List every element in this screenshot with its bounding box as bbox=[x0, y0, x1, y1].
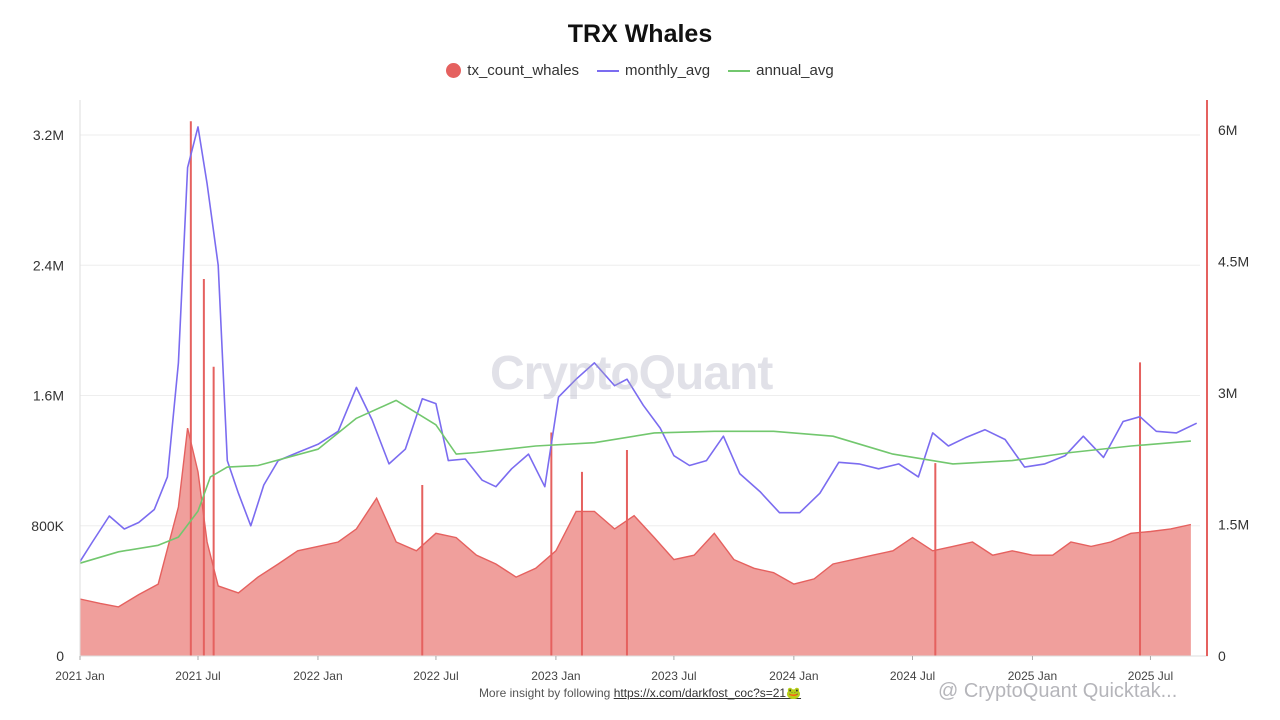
y-left-tick-label: 1.6M bbox=[33, 388, 64, 404]
x-tick-label: 2025 Jul bbox=[1128, 669, 1173, 683]
axes: 0 800K 1.6M 2.4M 3.2M 0 1.5M 3M 4.5M 6M 2021 Jan 20… bbox=[31, 100, 1249, 683]
x-tick-label: 2022 Jul bbox=[413, 669, 458, 683]
grid-lines bbox=[80, 134, 1200, 527]
legend-dot-icon bbox=[446, 63, 462, 78]
y-left-tick-label: 0 bbox=[56, 648, 64, 664]
x-tick-label: 2022 Jan bbox=[293, 669, 342, 683]
y-left-tick-label: 3.2M bbox=[33, 127, 64, 143]
legend-label-tx-count-whales: tx_count_whales bbox=[467, 62, 580, 79]
tx-count-whales-line bbox=[79, 427, 1192, 608]
legend-label-monthly-avg: monthly_avg bbox=[625, 62, 711, 79]
x-tick-label: 2021 Jan bbox=[55, 669, 104, 683]
x-tick-label: 2021 Jul bbox=[175, 669, 220, 683]
x-tick-label: 2024 Jul bbox=[890, 669, 935, 683]
y-right-tick-label: 0 bbox=[1218, 648, 1226, 664]
x-tick-label: 2025 Jan bbox=[1008, 669, 1057, 683]
y-left-tick-label: 2.4M bbox=[33, 257, 64, 273]
x-tick-label: 2023 Jul bbox=[651, 669, 696, 683]
average-lines bbox=[79, 126, 1198, 564]
x-tick-label: 2023 Jan bbox=[531, 669, 580, 683]
y-right-tick-label: 3M bbox=[1218, 385, 1237, 401]
x-tick-label: 2024 Jan bbox=[769, 669, 818, 683]
watermark-center: CryptoQuant bbox=[490, 347, 773, 400]
legend-item-monthly-avg[interactable]: monthly_avg bbox=[597, 62, 710, 79]
legend-item-annual-avg[interactable]: annual_avg bbox=[728, 62, 834, 79]
legend-line-icon bbox=[728, 69, 751, 72]
footer-link[interactable]: https://x.com/darkfost_coc?s=21🐸 bbox=[613, 686, 802, 700]
tx-count-whales-area bbox=[79, 121, 1192, 656]
footer: More insight by following https://x.com/… bbox=[0, 686, 1280, 700]
legend-item-tx-count-whales[interactable]: tx_count_whales bbox=[446, 62, 579, 79]
watermark-corner: @ CryptoQuant Quicktak... bbox=[938, 680, 1178, 702]
y-left-tick-label: 800K bbox=[31, 518, 64, 534]
legend-line-icon bbox=[597, 69, 620, 72]
monthly-avg-line bbox=[79, 126, 1198, 563]
legend-label-annual-avg: annual_avg bbox=[756, 62, 834, 79]
footer-prefix: More insight by following bbox=[478, 686, 611, 700]
tx-count-whales-fill bbox=[80, 428, 1191, 656]
legend: tx_count_whales monthly_avg annual_avg bbox=[0, 62, 1280, 79]
annual-avg-line bbox=[79, 399, 1191, 564]
y-right-tick-label: 6M bbox=[1218, 122, 1237, 138]
y-right-tick-label: 4.5M bbox=[1218, 254, 1249, 270]
y-right-tick-label: 1.5M bbox=[1218, 517, 1249, 533]
chart-title: TRX Whales bbox=[567, 20, 713, 48]
